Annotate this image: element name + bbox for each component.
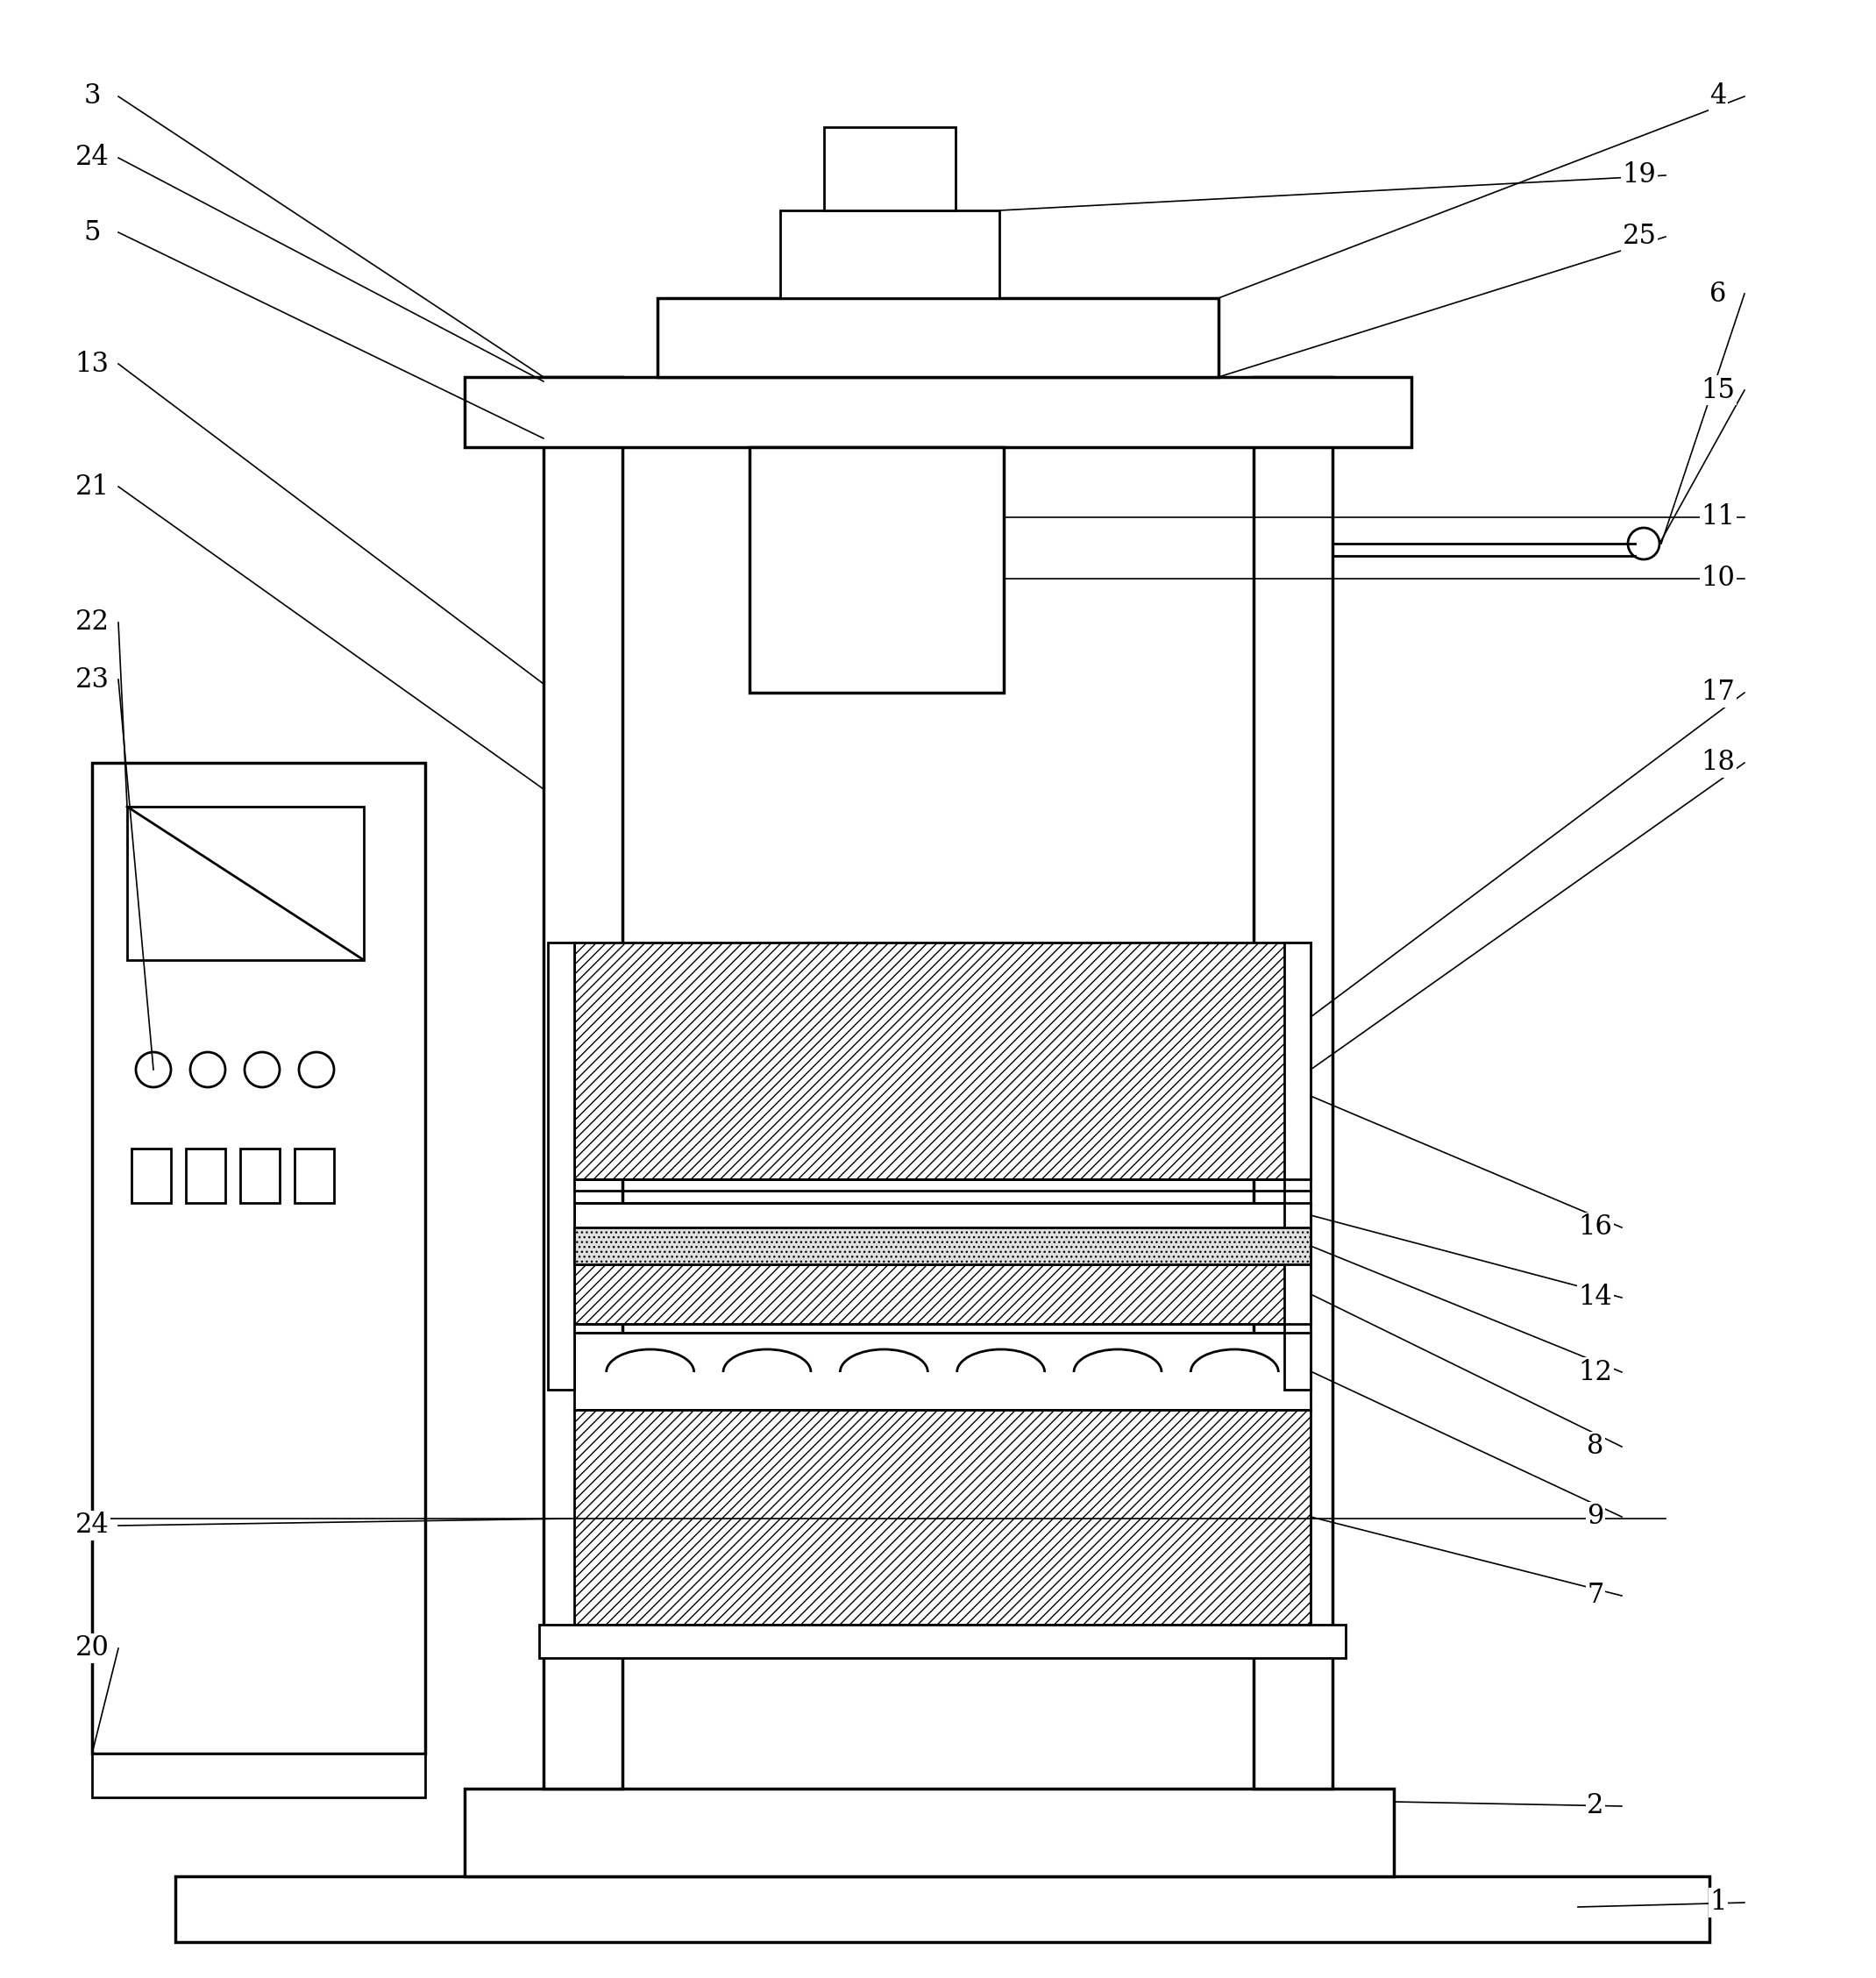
Text: 21: 21 <box>75 473 109 500</box>
Text: 10: 10 <box>1702 566 1735 591</box>
Bar <box>548 944 574 1391</box>
Bar <box>574 1333 1311 1410</box>
Bar <box>574 1203 1311 1228</box>
Text: 20: 20 <box>75 1634 109 1662</box>
Bar <box>574 1410 1311 1624</box>
Bar <box>92 1754 426 1798</box>
Text: 6: 6 <box>1709 281 1726 307</box>
Text: 1: 1 <box>1709 1889 1726 1917</box>
Bar <box>92 764 426 1754</box>
Bar <box>750 447 1004 692</box>
Text: 8: 8 <box>1587 1434 1604 1460</box>
Text: 25: 25 <box>1623 224 1657 251</box>
Text: 15: 15 <box>1702 376 1735 404</box>
Text: 24: 24 <box>75 144 109 172</box>
Bar <box>174 1877 1709 1942</box>
Text: 12: 12 <box>1578 1359 1613 1387</box>
Text: 24: 24 <box>75 1511 109 1539</box>
Text: 2: 2 <box>1587 1792 1604 1820</box>
Bar <box>824 127 955 210</box>
Text: 3: 3 <box>84 83 101 111</box>
Bar <box>544 378 623 1788</box>
Text: 18: 18 <box>1702 750 1735 777</box>
Bar <box>574 944 1311 1179</box>
Text: 16: 16 <box>1578 1214 1613 1240</box>
Text: 7: 7 <box>1587 1582 1604 1610</box>
Text: 23: 23 <box>75 667 109 692</box>
Text: 13: 13 <box>75 350 109 378</box>
Bar <box>295 1149 334 1203</box>
Text: 14: 14 <box>1578 1284 1613 1311</box>
Text: 11: 11 <box>1702 504 1735 530</box>
Bar <box>574 1264 1311 1323</box>
Text: 22: 22 <box>75 609 109 637</box>
Bar <box>1253 378 1332 1788</box>
Bar <box>131 1149 171 1203</box>
Bar <box>465 378 1411 447</box>
Bar <box>657 299 1219 378</box>
Bar <box>538 1624 1345 1658</box>
Text: 5: 5 <box>84 220 101 245</box>
Bar <box>780 210 1000 299</box>
Bar <box>1285 944 1311 1391</box>
Text: 9: 9 <box>1587 1503 1604 1531</box>
Bar <box>128 807 364 959</box>
Bar <box>240 1149 280 1203</box>
Bar <box>186 1149 225 1203</box>
Text: 4: 4 <box>1709 83 1726 111</box>
Text: 17: 17 <box>1702 678 1735 706</box>
Bar <box>465 1788 1394 1877</box>
Text: 19: 19 <box>1623 162 1657 190</box>
Bar <box>574 1228 1311 1264</box>
